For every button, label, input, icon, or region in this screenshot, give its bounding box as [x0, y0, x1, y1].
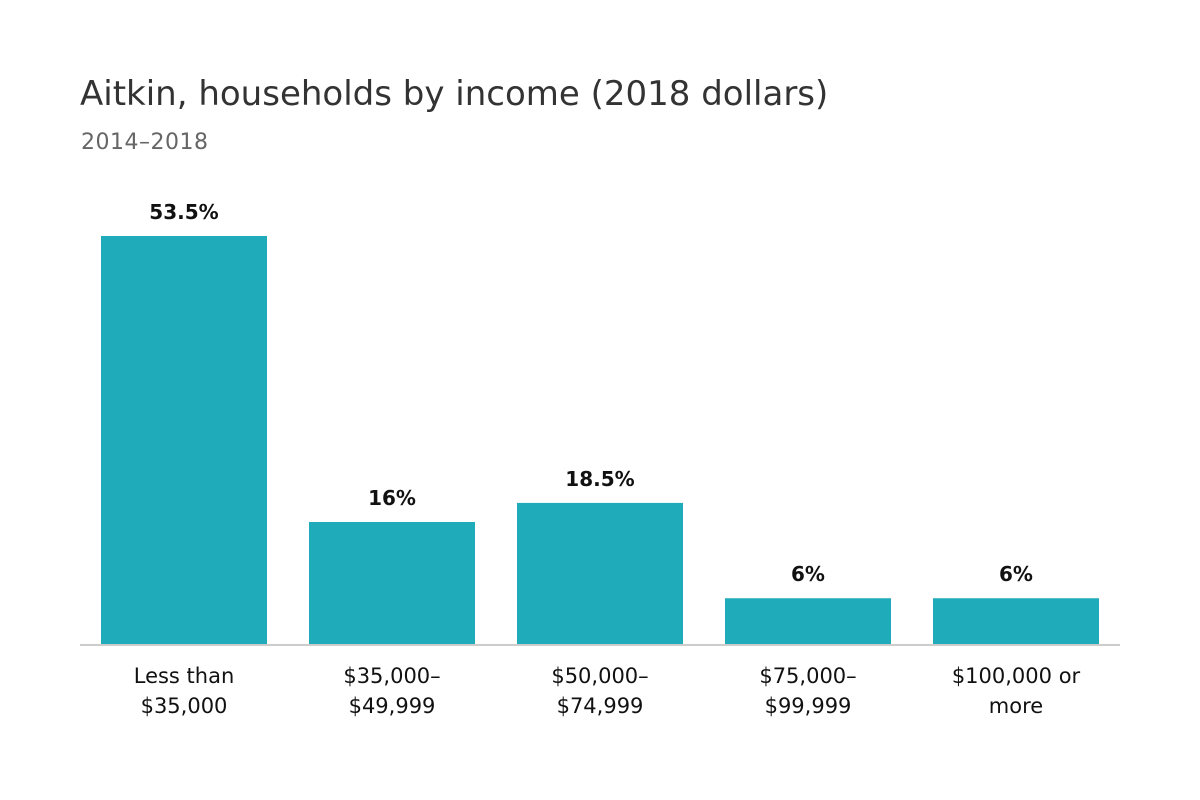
category-label-line: $35,000–: [343, 664, 440, 688]
data-label-2: 16%: [368, 486, 416, 510]
chart-subtitle: 2014–2018: [81, 130, 209, 155]
category-label-line: $35,000: [141, 694, 228, 718]
category-label-line: $100,000 or: [952, 664, 1081, 688]
data-labels-layer: 53.5% 16% 18.5% 6% 6%: [149, 200, 1033, 586]
category-label-2: $35,000– $49,999: [343, 664, 440, 718]
category-label-line: $75,000–: [759, 664, 856, 688]
category-labels-layer: Less than $35,000$35,000– $49,999$50,000– $…: [134, 664, 1081, 718]
category-label-3: $50,000– $74,999: [551, 664, 648, 718]
bar-3: [517, 502, 683, 644]
chart-title: Aitkin, households by income (2018 dolla…: [80, 74, 829, 114]
category-label-line: more: [989, 694, 1043, 718]
category-label-4: $75,000– $99,999: [759, 664, 856, 718]
category-label-line: Less than: [134, 664, 235, 688]
bar-2: [309, 521, 475, 644]
data-label-5: 6%: [999, 562, 1033, 586]
category-label-1: Less than $35,000: [134, 664, 235, 718]
category-label-line: $49,999: [349, 694, 436, 718]
data-label-3: 18.5%: [565, 467, 634, 491]
bar-1: [101, 236, 267, 644]
bar-5: [933, 598, 1099, 644]
bars-layer: [101, 236, 1099, 644]
category-label-5: $100,000 or more: [952, 664, 1081, 718]
category-label-line: $99,999: [765, 694, 852, 718]
category-label-line: $50,000–: [551, 664, 648, 688]
bar-4: [725, 598, 891, 644]
data-label-4: 6%: [791, 562, 825, 586]
category-label-line: $74,999: [557, 694, 644, 718]
data-label-1: 53.5%: [149, 200, 218, 224]
